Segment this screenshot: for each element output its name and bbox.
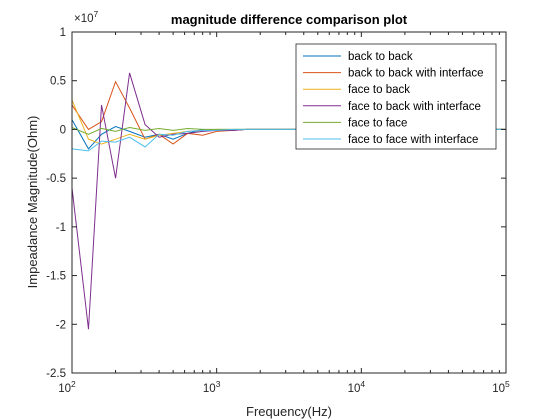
y-tick-label: 1	[60, 27, 66, 39]
y-axis-exponent-base: ×10	[74, 13, 94, 25]
x-tick-label: 104	[348, 379, 366, 395]
y-tick-label: 0.5	[50, 76, 66, 88]
y-tick-label: -2.5	[46, 368, 66, 380]
y-axis-exponent: ×107	[74, 9, 99, 25]
y-axis: 1 0.5 0 -0.5 -1 -1.5 -2 -2.5	[46, 27, 506, 380]
legend-items: back to back back to back with interface f…	[303, 51, 484, 146]
x-axis: 102 103 104 105	[58, 32, 510, 395]
legend-box	[295, 43, 497, 150]
y-tick-label: 0	[60, 124, 66, 136]
legend-label-4: face to back with interface	[348, 101, 481, 113]
y-tick-label: -1	[56, 222, 66, 234]
axes-box	[71, 31, 507, 374]
legend-label-5: face to face	[348, 117, 407, 129]
y-axis-label: Impeadance Magnitude(Ohm)	[25, 116, 40, 289]
chart-title: magnitude difference comparison plot	[171, 12, 408, 27]
legend-label-3: face to back	[348, 84, 410, 96]
legend-label-2: back to back with interface	[348, 68, 484, 80]
x-tick-label: 103	[203, 379, 221, 395]
legend: back to back back to back with interface f…	[295, 43, 497, 150]
x-axis-label: Frequency(Hz)	[246, 404, 332, 419]
y-tick-label: -1.5	[46, 271, 66, 283]
x-tick-label: 105	[492, 379, 510, 395]
legend-label-6: face to face with interface	[348, 134, 478, 146]
y-tick-label: -0.5	[46, 173, 66, 185]
legend-label-1: back to back	[348, 51, 413, 63]
axes-frame	[71, 31, 507, 374]
y-tick-label: -2	[56, 319, 66, 331]
x-tick-label: 102	[58, 379, 76, 395]
y-axis-exponent-power: 7	[94, 9, 99, 19]
